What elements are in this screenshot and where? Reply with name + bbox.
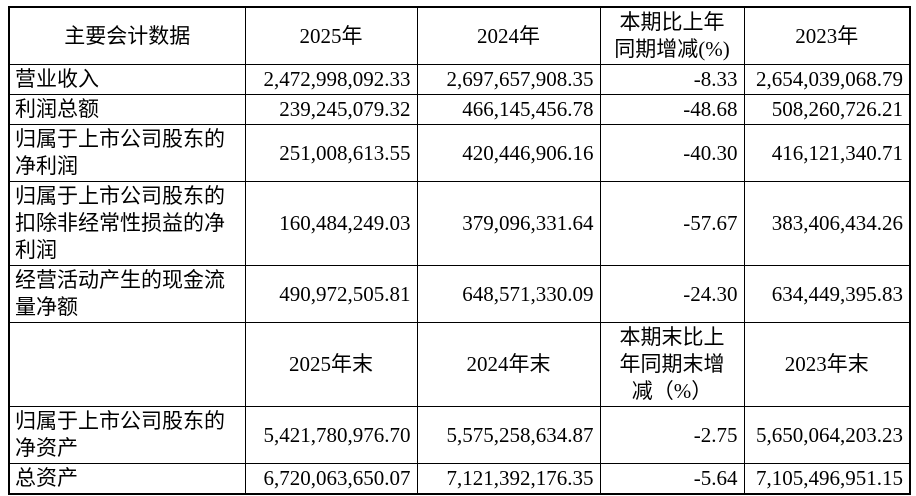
metric-label: 经营活动产生的现金流 量净额 (8, 265, 246, 323)
table-row-net-profit-excl-nonrecurring: 归属于上市公司股东的 扣除非经常性损益的净 利润 160,484,249.03 … (8, 181, 911, 266)
value-2025: 160,484,249.03 (244, 181, 418, 266)
value-2025: 251,008,613.55 (244, 124, 418, 182)
value-2023: 5,650,064,203.23 (743, 406, 911, 464)
metric-label: 归属于上市公司股东的 净资产 (8, 406, 246, 464)
value-2024: 466,145,456.78 (416, 94, 601, 125)
value-2023: 2,654,039,068.79 (743, 64, 911, 95)
value-2024: 2,697,657,908.35 (416, 64, 601, 95)
header-2023-end: 2023年末 (743, 322, 911, 407)
metric-label: 总资产 (8, 463, 246, 495)
key-accounting-data-table: 主要会计数据 2025年 2024年 本期比上年 同期增减(%) 2023年 营… (8, 6, 911, 495)
header-end-change-percent: 本期末比上 年同期末增 减（%） (599, 322, 745, 407)
value-change: -8.33 (599, 64, 745, 95)
value-change: -48.68 (599, 94, 745, 125)
value-2023: 416,121,340.71 (743, 124, 911, 182)
header-2024-end: 2024年末 (416, 322, 601, 407)
value-2023: 7,105,496,951.15 (743, 463, 911, 495)
metric-label: 利润总额 (8, 94, 246, 125)
header-2023: 2023年 (743, 6, 911, 65)
value-change: -40.30 (599, 124, 745, 182)
value-2024: 7,121,392,176.35 (416, 463, 601, 495)
value-change: -57.67 (599, 181, 745, 266)
metric-label: 归属于上市公司股东的 扣除非经常性损益的净 利润 (8, 181, 246, 266)
table-row-total-profit: 利润总额 239,245,079.32 466,145,456.78 -48.6… (8, 94, 911, 125)
value-2025: 490,972,505.81 (244, 265, 418, 323)
value-2025: 6,720,063,650.07 (244, 463, 418, 495)
table-row-operating-cash-flow: 经营活动产生的现金流 量净额 490,972,505.81 648,571,33… (8, 265, 911, 323)
header-row-endpoint: 2025年末 2024年末 本期末比上 年同期末增 减（%） 2023年末 (8, 322, 911, 407)
value-2025: 239,245,079.32 (244, 94, 418, 125)
table-row-total-assets: 总资产 6,720,063,650.07 7,121,392,176.35 -5… (8, 463, 911, 495)
value-2024: 420,446,906.16 (416, 124, 601, 182)
table-row-net-assets-attributable: 归属于上市公司股东的 净资产 5,421,780,976.70 5,575,25… (8, 406, 911, 464)
metric-label: 营业收入 (8, 64, 246, 95)
header-2025-end: 2025年末 (244, 322, 418, 407)
value-2024: 5,575,258,634.87 (416, 406, 601, 464)
value-2024: 648,571,330.09 (416, 265, 601, 323)
value-2025: 2,472,998,092.33 (244, 64, 418, 95)
value-change: -24.30 (599, 265, 745, 323)
value-2023: 383,406,434.26 (743, 181, 911, 266)
value-2025: 5,421,780,976.70 (244, 406, 418, 464)
header-change-percent: 本期比上年 同期增减(%) (599, 6, 745, 65)
value-change: -5.64 (599, 463, 745, 495)
header-2024: 2024年 (416, 6, 601, 65)
value-2023: 508,260,726.21 (743, 94, 911, 125)
header-metric-empty (8, 322, 246, 407)
table-row-net-profit-attributable: 归属于上市公司股东的 净利润 251,008,613.55 420,446,90… (8, 124, 911, 182)
metric-label: 归属于上市公司股东的 净利润 (8, 124, 246, 182)
header-row-period: 主要会计数据 2025年 2024年 本期比上年 同期增减(%) 2023年 (8, 6, 911, 65)
value-change: -2.75 (599, 406, 745, 464)
table-row-operating-revenue: 营业收入 2,472,998,092.33 2,697,657,908.35 -… (8, 64, 911, 95)
value-2024: 379,096,331.64 (416, 181, 601, 266)
value-2023: 634,449,395.83 (743, 265, 911, 323)
header-metric: 主要会计数据 (8, 6, 246, 65)
header-2025: 2025年 (244, 6, 418, 65)
